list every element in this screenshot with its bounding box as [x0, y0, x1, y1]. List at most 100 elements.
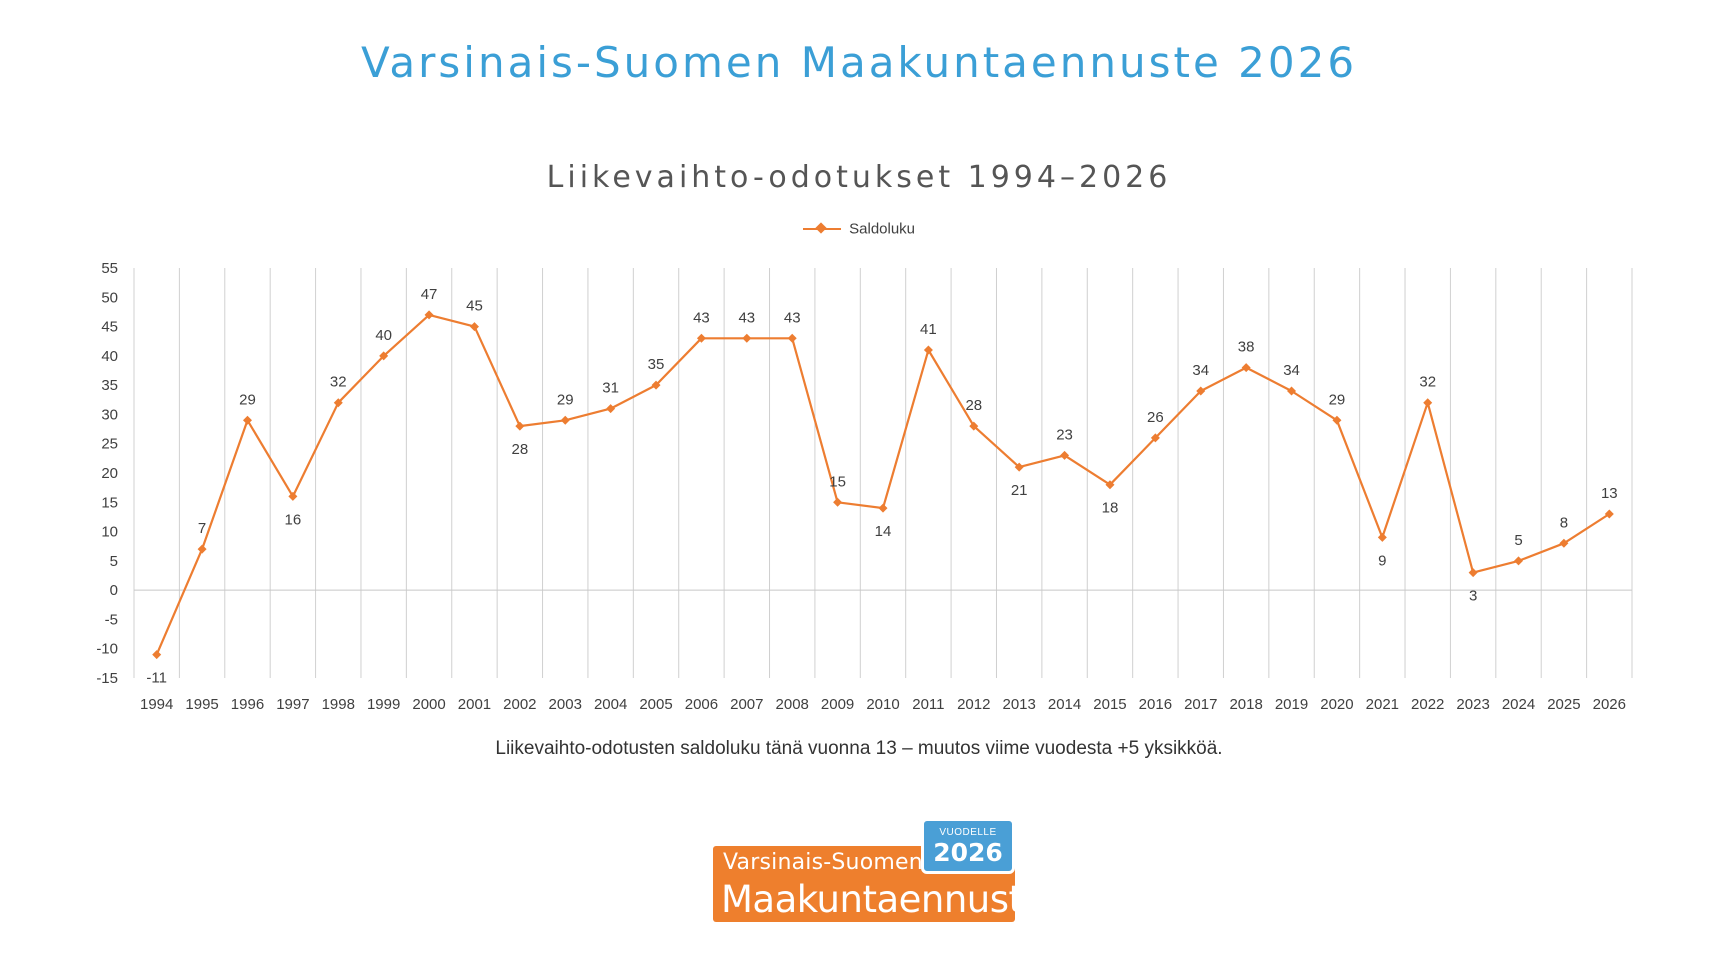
data-label: 21: [1011, 482, 1028, 499]
y-tick-label: 50: [101, 289, 118, 306]
data-label: 14: [875, 523, 892, 540]
x-axis-tick-labels: 1994 1995 1996 1997 1998 1999 2000 2001 2002 2003…: [140, 696, 1626, 713]
x-tick-label: 2011: [912, 696, 944, 713]
y-tick-label: 5: [110, 553, 118, 570]
data-point-marker: [1241, 363, 1251, 373]
data-label: 3: [1469, 588, 1477, 605]
data-point-marker: [197, 544, 207, 554]
data-point-marker: [923, 345, 933, 355]
data-label: 32: [1419, 374, 1436, 391]
x-tick-label: 2000: [412, 696, 445, 713]
data-point-marker: [787, 333, 797, 343]
data-point-marker: [651, 380, 661, 390]
data-point-marker: [1604, 509, 1614, 519]
x-tick-label: 1994: [140, 696, 173, 713]
logo-year-badge: VUODELLE 2026: [921, 818, 1015, 874]
data-label: 26: [1147, 409, 1164, 426]
data-label: 43: [738, 309, 755, 326]
data-label: 31: [602, 380, 619, 397]
data-label: 15: [829, 473, 846, 490]
data-label: 47: [421, 286, 438, 303]
data-label: 16: [285, 511, 302, 528]
data-label: 45: [466, 298, 483, 315]
x-tick-label: 2003: [549, 696, 582, 713]
data-point-marker: [515, 421, 525, 431]
x-tick-label: 2023: [1456, 696, 1489, 713]
x-tick-label: 2024: [1502, 696, 1535, 713]
data-point-marker: [878, 503, 888, 513]
x-tick-label: 2009: [821, 696, 854, 713]
logo-badge-year: 2026: [933, 838, 1003, 867]
data-point-marker: [242, 415, 252, 425]
data-label: 8: [1560, 514, 1568, 531]
data-label: 13: [1601, 485, 1618, 502]
data-label: 38: [1238, 339, 1255, 356]
x-tick-label: 2010: [866, 696, 899, 713]
x-tick-label: 2013: [1002, 696, 1035, 713]
data-label: 28: [965, 397, 982, 414]
y-tick-label: 35: [101, 377, 118, 394]
y-tick-label: 25: [101, 436, 118, 453]
x-tick-label: 2008: [776, 696, 809, 713]
y-tick-label: 55: [101, 260, 118, 277]
data-point-marker: [152, 650, 162, 660]
data-point-marker: [560, 415, 570, 425]
data-point-marker: [1105, 480, 1115, 490]
y-tick-label: 20: [101, 465, 118, 482]
logo-main-block: Varsinais-Suomen Maakuntaennuste: [713, 846, 1045, 922]
data-label: 34: [1283, 362, 1300, 379]
data-label: 18: [1102, 500, 1119, 517]
data-point-marker: [469, 322, 479, 332]
x-tick-label: 2018: [1229, 696, 1262, 713]
x-tick-label: 1998: [322, 696, 355, 713]
data-point-marker: [333, 398, 343, 408]
data-point-marker: [288, 491, 298, 501]
y-tick-label: -15: [96, 670, 118, 687]
data-label: 43: [784, 309, 801, 326]
page-title: Varsinais-Suomen Maakuntaennuste 2026: [360, 38, 1358, 87]
x-tick-label: 2026: [1593, 696, 1626, 713]
data-label: 29: [1329, 391, 1346, 408]
chart-legend: Saldoluku: [0, 220, 1718, 238]
data-point-marker: [1014, 462, 1024, 472]
x-tick-label: 1995: [185, 696, 218, 713]
data-point-marker: [969, 421, 979, 431]
x-tick-label: 2001: [458, 696, 491, 713]
x-tick-label: 2007: [730, 696, 763, 713]
data-point-marker: [742, 333, 752, 343]
data-point-marker: [1060, 450, 1070, 460]
x-tick-label: 1997: [276, 696, 309, 713]
data-point-marker: [1196, 386, 1206, 396]
logo-line2: Maakuntaennuste: [721, 878, 1045, 921]
data-label: -11: [146, 670, 167, 687]
logo-badge-small-text: VUODELLE: [939, 827, 997, 838]
x-tick-label: 2004: [594, 696, 627, 713]
y-tick-label: 40: [101, 348, 118, 365]
x-tick-label: 2015: [1093, 696, 1126, 713]
x-tick-label: 2002: [503, 696, 536, 713]
data-point-marker: [1332, 415, 1342, 425]
data-point-marker: [424, 310, 434, 320]
data-label: 34: [1192, 362, 1209, 379]
data-point-marker: [606, 404, 616, 414]
data-point-marker: [1287, 386, 1297, 396]
data-label: 32: [330, 374, 347, 391]
x-tick-label: 2022: [1411, 696, 1444, 713]
y-tick-label: -5: [105, 611, 118, 628]
data-label: 23: [1056, 426, 1073, 443]
maakuntaennuste-logo: Varsinais-Suomen Maakuntaennuste VUODELL…: [713, 818, 1045, 922]
data-point-marker: [833, 497, 843, 507]
y-tick-label: 10: [101, 524, 118, 541]
x-tick-label: 2017: [1184, 696, 1217, 713]
data-label: 43: [693, 309, 710, 326]
x-tick-label: 2021: [1366, 696, 1399, 713]
data-label: 40: [375, 327, 392, 344]
x-tick-label: 2006: [685, 696, 718, 713]
x-tick-label: 1999: [367, 696, 400, 713]
data-point-marker: [1468, 568, 1478, 578]
data-label: 5: [1514, 532, 1522, 549]
x-tick-label: 1996: [231, 696, 264, 713]
